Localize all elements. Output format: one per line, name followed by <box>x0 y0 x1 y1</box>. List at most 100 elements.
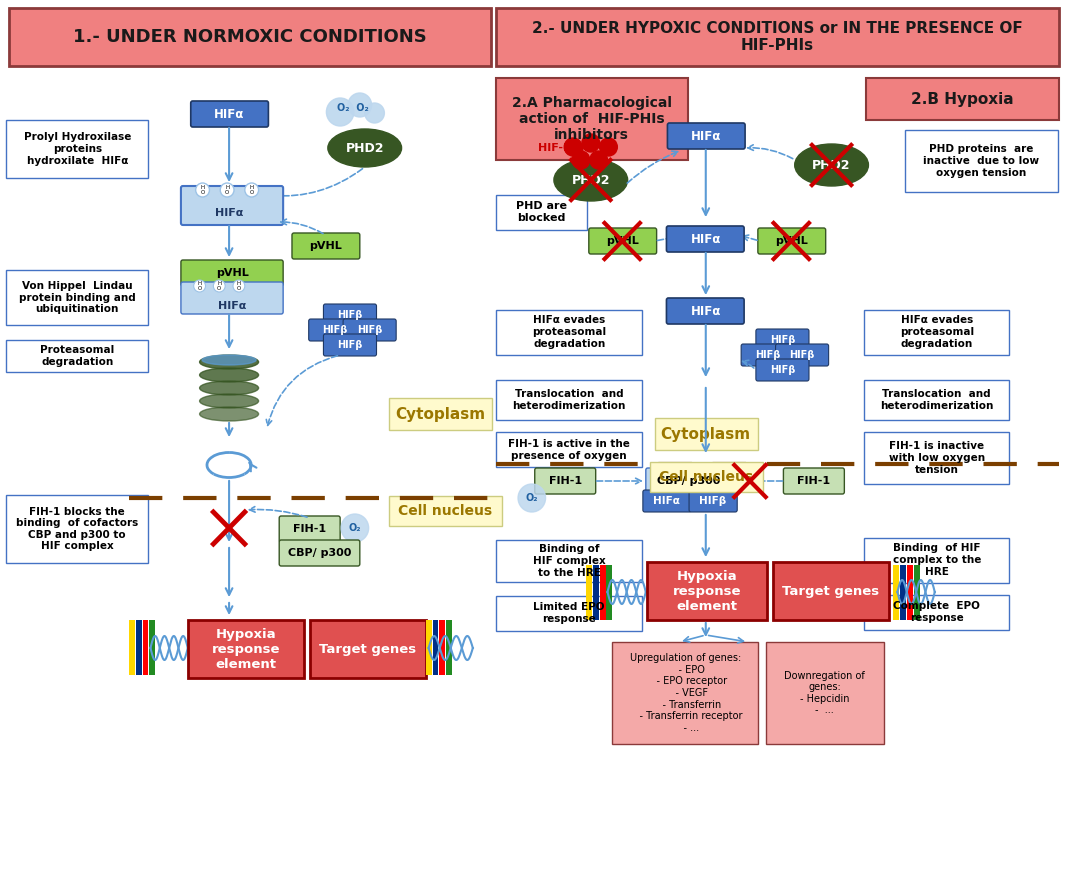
Ellipse shape <box>199 381 259 395</box>
Text: O₂: O₂ <box>526 493 538 503</box>
Bar <box>905 130 1058 192</box>
Bar <box>150 620 155 675</box>
Text: H
O: H O <box>197 281 202 291</box>
Circle shape <box>245 183 259 197</box>
Text: HIFα: HIFα <box>218 301 246 311</box>
Bar <box>893 565 900 620</box>
Text: PHD proteins  are
inactive  due to low
oxygen tension: PHD proteins are inactive due to low oxy… <box>922 144 1040 178</box>
Bar <box>496 596 642 631</box>
Bar <box>496 195 586 230</box>
FancyBboxPatch shape <box>667 298 744 324</box>
Text: HIFβ: HIFβ <box>699 496 726 506</box>
Text: pVHL: pVHL <box>775 236 808 246</box>
Text: pVHL: pVHL <box>606 236 638 246</box>
Text: PHD2: PHD2 <box>346 142 384 155</box>
Bar <box>864 310 1009 355</box>
Text: HIFα: HIFα <box>691 232 721 246</box>
Circle shape <box>326 98 353 126</box>
FancyBboxPatch shape <box>309 319 362 341</box>
Text: 1.- UNDER NORMOXIC CONDITIONS: 1.- UNDER NORMOXIC CONDITIONS <box>73 28 427 46</box>
Circle shape <box>582 134 599 152</box>
Bar <box>864 432 1009 484</box>
Text: Hypoxia
response
element: Hypoxia response element <box>211 627 280 671</box>
Text: H
O: H O <box>236 281 241 291</box>
Text: Target genes: Target genes <box>319 642 416 656</box>
FancyBboxPatch shape <box>181 186 283 225</box>
Circle shape <box>220 183 234 197</box>
Text: Prolyl Hydroxilase
proteins
hydroxilate  HIFα: Prolyl Hydroxilase proteins hydroxilate … <box>24 132 131 165</box>
Bar <box>647 562 766 620</box>
Circle shape <box>518 484 545 512</box>
Ellipse shape <box>199 407 259 421</box>
Text: Target genes: Target genes <box>782 584 879 598</box>
Bar <box>765 642 883 744</box>
Circle shape <box>590 151 607 169</box>
Text: HIFβ: HIFβ <box>337 340 363 350</box>
Bar <box>649 462 763 492</box>
Bar <box>7 495 149 563</box>
FancyBboxPatch shape <box>534 468 596 494</box>
Text: Binding of
HIF complex
to the HRE: Binding of HIF complex to the HRE <box>532 545 606 577</box>
FancyBboxPatch shape <box>741 344 795 366</box>
Bar <box>864 595 1009 630</box>
Ellipse shape <box>199 368 259 382</box>
Bar <box>439 620 446 675</box>
Text: PHD2: PHD2 <box>571 173 610 187</box>
FancyBboxPatch shape <box>784 468 844 494</box>
Text: HIFβ: HIFβ <box>754 350 780 360</box>
Text: HIFβ: HIFβ <box>770 365 796 375</box>
Bar <box>310 620 426 678</box>
Text: HIFα: HIFα <box>215 208 243 218</box>
Text: Complete  EPO
response: Complete EPO response <box>893 601 980 623</box>
Text: pVHL: pVHL <box>216 268 248 278</box>
Bar <box>655 418 758 450</box>
FancyBboxPatch shape <box>646 468 733 494</box>
Circle shape <box>348 93 372 117</box>
Bar <box>593 565 598 620</box>
Circle shape <box>572 151 590 169</box>
Text: HIFα evades
proteasomal
degradation: HIFα evades proteasomal degradation <box>532 315 606 348</box>
Circle shape <box>233 280 245 292</box>
Text: CBP/ p300: CBP/ p300 <box>657 476 721 486</box>
Text: PHD2: PHD2 <box>812 158 851 172</box>
Bar <box>7 270 149 325</box>
Text: 2.A Pharmacological
action of  HIF-PHIs
inhibitors: 2.A Pharmacological action of HIF-PHIs i… <box>512 96 672 143</box>
Text: 2.- UNDER HYPOXIC CONDITIONS or IN THE PRESENCE OF
HIF-PHIs: 2.- UNDER HYPOXIC CONDITIONS or IN THE P… <box>532 21 1023 53</box>
Bar <box>607 565 612 620</box>
FancyBboxPatch shape <box>191 101 269 127</box>
Bar <box>496 78 688 160</box>
FancyBboxPatch shape <box>689 490 737 512</box>
Ellipse shape <box>795 144 868 186</box>
Text: HIFβ: HIFβ <box>357 325 383 335</box>
Circle shape <box>196 183 209 197</box>
Circle shape <box>194 280 206 292</box>
FancyBboxPatch shape <box>181 282 283 314</box>
FancyBboxPatch shape <box>756 329 809 351</box>
FancyBboxPatch shape <box>775 344 828 366</box>
Text: HIFα: HIFα <box>691 129 721 143</box>
Text: 2.B Hypoxia: 2.B Hypoxia <box>911 92 1014 106</box>
Bar <box>864 380 1009 420</box>
Bar <box>9 8 491 66</box>
FancyBboxPatch shape <box>667 226 744 252</box>
Text: Cytoplasm: Cytoplasm <box>396 407 486 422</box>
Ellipse shape <box>202 355 256 365</box>
Bar <box>496 432 642 467</box>
Text: FIH-1 blocks the
binding  of cofactors
CBP and p300 to
HIF complex: FIH-1 blocks the binding of cofactors CB… <box>16 507 139 552</box>
Text: HIFβ: HIFβ <box>770 335 796 345</box>
Circle shape <box>214 280 225 292</box>
FancyBboxPatch shape <box>323 334 376 356</box>
Text: O₂  O₂: O₂ O₂ <box>337 103 369 113</box>
Text: HIFβ: HIFβ <box>323 325 348 335</box>
Text: Cytoplasm: Cytoplasm <box>661 427 751 442</box>
Text: Translocation  and
heterodimerization: Translocation and heterodimerization <box>513 389 625 411</box>
FancyBboxPatch shape <box>589 228 657 254</box>
Ellipse shape <box>327 129 401 167</box>
Bar <box>143 620 149 675</box>
Circle shape <box>565 138 582 156</box>
Text: Limited EPO
response: Limited EPO response <box>533 602 605 624</box>
Text: HIFα evades
proteasomal
degradation: HIFα evades proteasomal degradation <box>900 315 973 348</box>
Text: HIFβ: HIFβ <box>789 350 815 360</box>
Bar <box>188 620 304 678</box>
FancyBboxPatch shape <box>643 490 691 512</box>
